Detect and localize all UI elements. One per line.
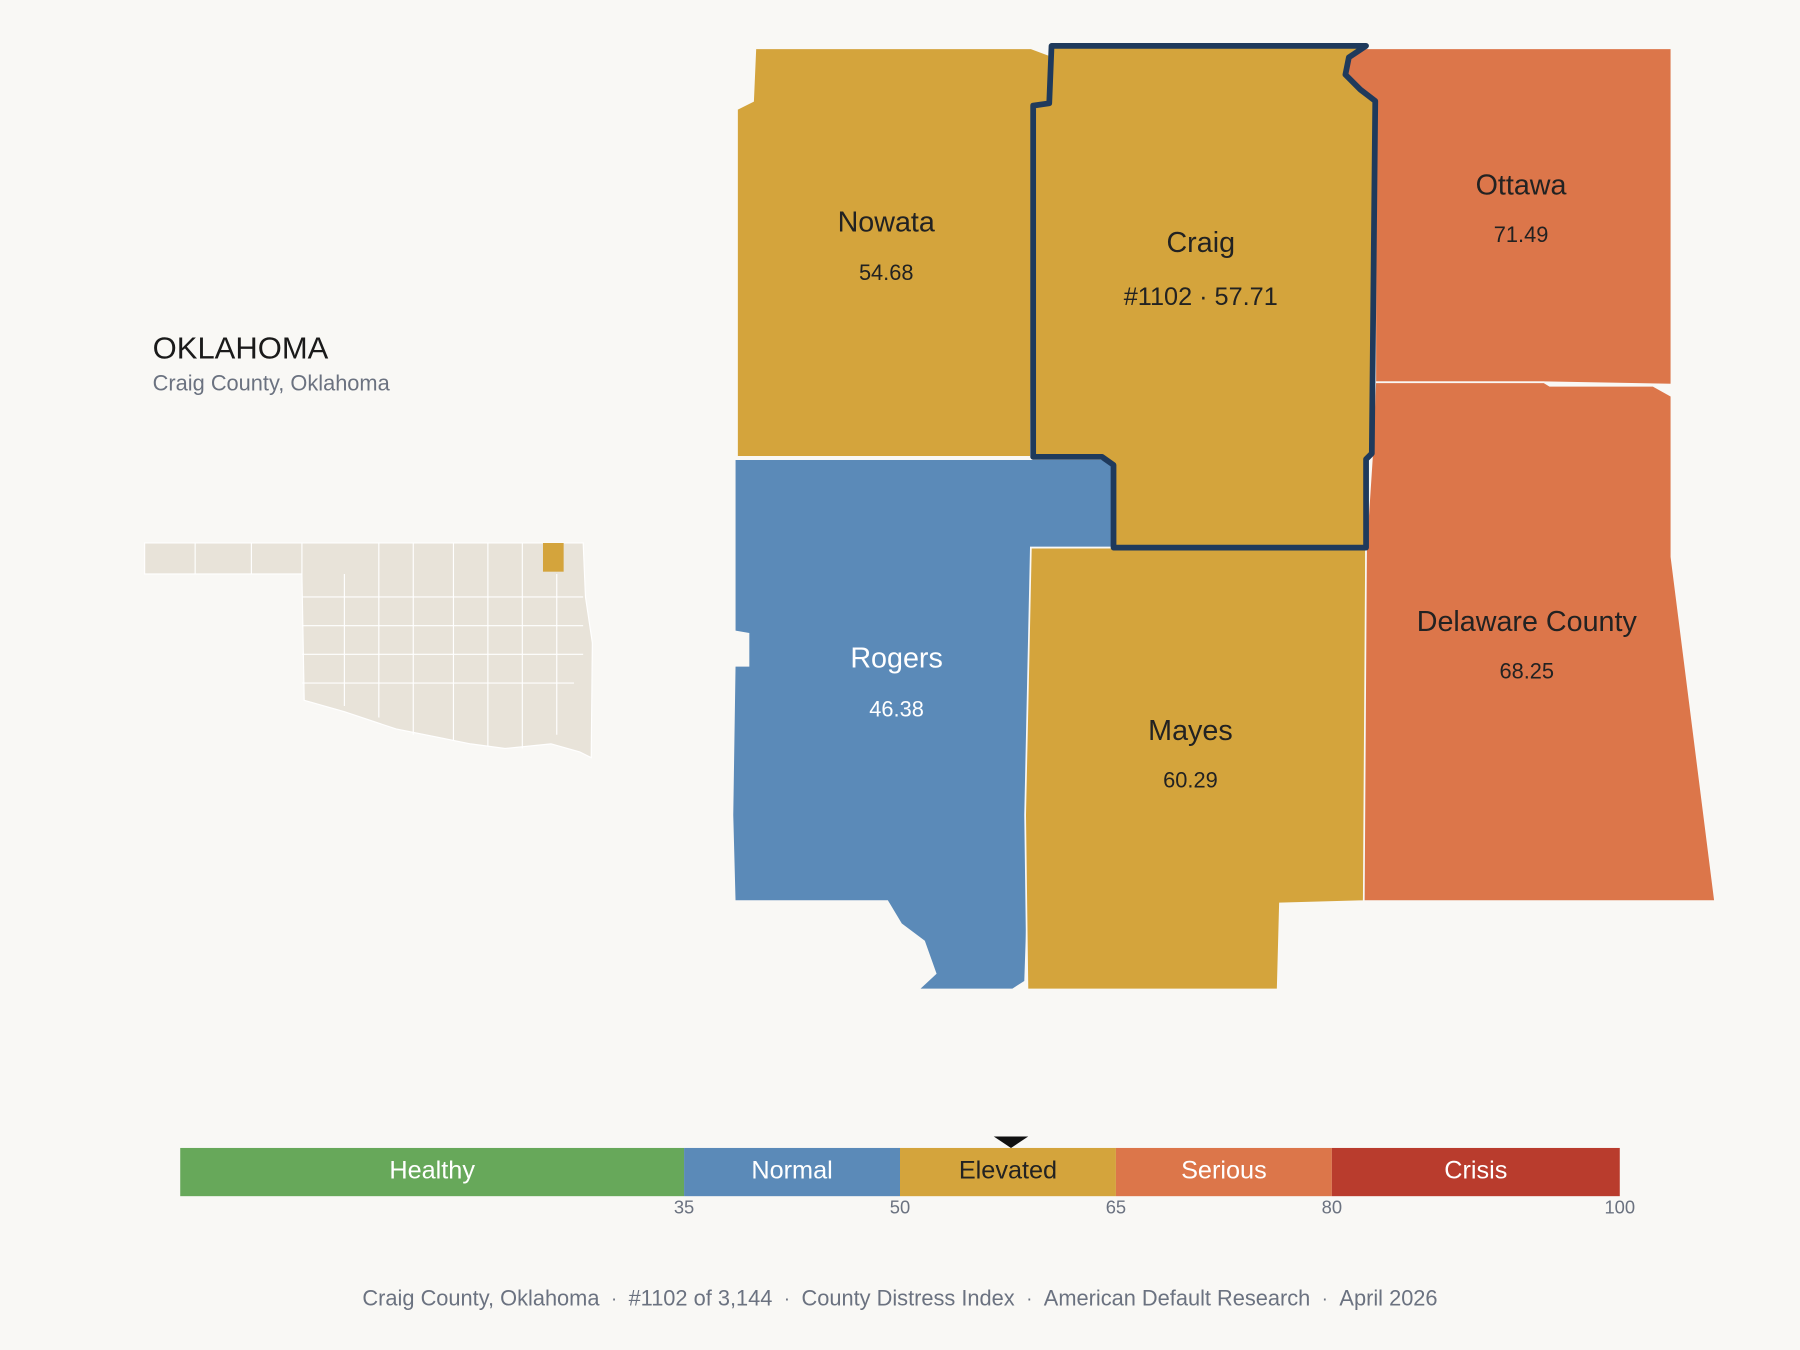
footer-item: #1102 of 3,144	[629, 1285, 773, 1310]
state-subtitle: Craig County, Oklahoma	[153, 370, 391, 395]
footer-separator: ·	[1026, 1287, 1032, 1308]
county-name: Craig	[1166, 227, 1235, 259]
county-name: Nowata	[838, 206, 935, 238]
county-value: 46.38	[869, 696, 924, 721]
legend-tick-label: 35	[674, 1197, 694, 1218]
legend-band-label: Crisis	[1444, 1157, 1507, 1185]
footer: Craig County, Oklahoma · #1102 of 3,144 · Co…	[362, 1285, 1437, 1310]
legend-band-label: Healthy	[389, 1157, 475, 1185]
inset-highlight	[542, 542, 564, 572]
county-value: 71.49	[1494, 222, 1549, 247]
legend-band	[180, 1147, 685, 1197]
county-map: Nowata 54.68 Craig #1102 · 57.71 Ottawa 71.49…	[731, 43, 1717, 991]
county	[736, 47, 1051, 458]
footer-item: American Default Research	[1044, 1285, 1311, 1310]
legend-band	[1115, 1147, 1332, 1197]
county-name: Mayes	[1148, 715, 1233, 747]
county-borders	[194, 542, 584, 749]
footer-item: April 2026	[1339, 1285, 1437, 1310]
state-title: OKLAHOMA	[153, 330, 329, 365]
county-value: 60.29	[1163, 768, 1218, 793]
county	[1344, 47, 1673, 386]
legend-tick-label: 65	[1106, 1197, 1126, 1218]
highlight-outline	[1030, 43, 1379, 551]
legend-tick-label: 50	[890, 1197, 910, 1218]
legend-tick-label: 80	[1322, 1197, 1342, 1218]
legend-marker	[993, 1136, 1029, 1148]
county	[1362, 381, 1717, 903]
county-name: Rogers	[850, 643, 942, 675]
county-name: Delaware County	[1417, 606, 1638, 638]
legend-band-label: Normal	[751, 1157, 832, 1185]
footer-item: Craig County, Oklahoma	[362, 1285, 600, 1310]
footer-separator: ·	[1322, 1287, 1328, 1308]
county-value: 68.25	[1500, 658, 1555, 683]
footer-separator: ·	[784, 1287, 790, 1308]
legend-band	[684, 1147, 900, 1197]
footer-item: County Distress Index	[801, 1285, 1014, 1310]
legend-tick-label: 100	[1604, 1197, 1635, 1218]
state-inset	[144, 542, 593, 759]
county-value: 54.68	[859, 260, 914, 285]
county-name: Ottawa	[1476, 170, 1567, 202]
legend-band-label: Elevated	[959, 1157, 1057, 1185]
legend-band-label: Serious	[1181, 1157, 1267, 1185]
county-value: #1102 · 57.71	[1124, 283, 1278, 311]
legend: Healthy Normal Elevated Serious Crisis 35 50 65…	[180, 1136, 1635, 1218]
legend-band	[1331, 1147, 1620, 1197]
legend-band	[900, 1147, 1116, 1197]
footer-separator: ·	[611, 1287, 617, 1308]
